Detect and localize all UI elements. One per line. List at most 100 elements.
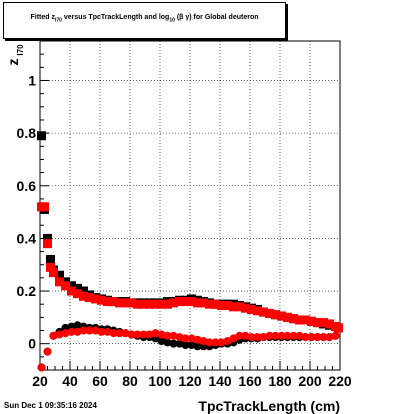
data-point-square xyxy=(265,308,274,318)
data-point-circle xyxy=(277,331,286,340)
data-point-square xyxy=(37,131,46,141)
data-point-circle xyxy=(283,331,292,340)
data-point-circle xyxy=(55,330,64,339)
data-point-square xyxy=(133,299,142,309)
title-middle: versus TpcTrackLength and log xyxy=(61,14,170,21)
data-point-square xyxy=(259,307,268,317)
data-point-circle xyxy=(331,331,340,340)
x-tick-label: 220 xyxy=(328,373,352,389)
data-point-circle xyxy=(145,330,154,339)
data-point-square xyxy=(61,281,70,291)
title-z: z xyxy=(51,14,56,21)
data-point-square xyxy=(334,323,343,333)
data-point-circle xyxy=(73,327,82,336)
data-point-circle xyxy=(97,327,106,336)
data-point-circle xyxy=(133,330,142,339)
data-point-square xyxy=(241,303,250,313)
data-point-circle xyxy=(271,331,280,340)
data-point-square xyxy=(157,299,166,309)
data-point-circle xyxy=(121,329,130,338)
data-point-square xyxy=(145,299,154,309)
x-tick-label: 80 xyxy=(122,373,138,389)
data-point-square xyxy=(199,298,208,308)
data-point-square xyxy=(205,299,214,309)
x-tick-label: 160 xyxy=(238,373,262,389)
data-point-square xyxy=(295,315,304,325)
data-point-square xyxy=(289,314,298,324)
data-point-circle xyxy=(103,327,112,336)
data-point-circle xyxy=(73,321,82,330)
data-point-circle xyxy=(295,331,304,340)
data-point-square xyxy=(235,302,244,312)
data-point-circle xyxy=(247,333,256,342)
data-point-square xyxy=(187,297,196,307)
data-point-square xyxy=(223,301,232,311)
data-point-square xyxy=(169,298,178,308)
chart-title: Fitted zI70 versus TpcTrackLength and lo… xyxy=(4,14,285,23)
data-point-square xyxy=(46,254,55,264)
data-point-square xyxy=(79,291,88,301)
y-axis-label-subscript: I70 xyxy=(16,44,25,56)
data-point-circle xyxy=(259,333,268,342)
data-point-square xyxy=(211,299,220,309)
data-point-square xyxy=(193,298,202,308)
data-point-square xyxy=(46,262,55,272)
data-point-circle xyxy=(163,338,172,347)
data-point-circle xyxy=(115,329,124,338)
data-point-circle xyxy=(229,334,238,343)
x-tick-label: 60 xyxy=(92,373,108,389)
data-point-square xyxy=(139,299,148,309)
data-point-square xyxy=(163,299,172,309)
data-point-circle xyxy=(151,329,160,338)
data-point-square xyxy=(229,302,238,312)
data-point-square xyxy=(313,318,322,328)
data-point-square xyxy=(109,297,118,307)
data-point-circle xyxy=(43,347,52,356)
x-tick-label: 180 xyxy=(268,373,292,389)
data-point-circle xyxy=(313,333,322,342)
title-suffix: (β γ) for Global deuteron xyxy=(176,14,259,21)
data-point-square xyxy=(67,281,76,291)
data-point-circle xyxy=(187,334,196,343)
data-point-square xyxy=(151,299,160,309)
data-point-circle xyxy=(67,327,76,336)
data-point-square xyxy=(40,202,49,212)
data-point-square xyxy=(85,293,94,303)
y-tick-label: 1 xyxy=(28,72,36,88)
data-point-circle xyxy=(157,337,166,346)
data-point-circle xyxy=(193,342,202,351)
data-point-circle xyxy=(181,334,190,343)
data-point-circle xyxy=(217,338,226,347)
data-point-circle xyxy=(175,339,184,348)
y-tick-label: 0.2 xyxy=(17,283,37,299)
data-point-square xyxy=(253,306,262,316)
title-prefix: Fitted xyxy=(30,14,52,21)
data-point-square xyxy=(43,233,52,243)
data-point-circle xyxy=(193,335,202,344)
data-point-circle xyxy=(319,333,328,342)
data-point-square xyxy=(103,297,112,307)
data-point-square xyxy=(67,286,76,296)
x-tick-label: 20 xyxy=(32,373,48,389)
data-point-square xyxy=(127,298,136,308)
data-point-circle xyxy=(139,330,148,339)
data-point-circle xyxy=(307,333,316,342)
x-tick-label: 140 xyxy=(208,373,232,389)
data-point-square xyxy=(277,311,286,321)
data-point-circle xyxy=(163,331,172,340)
data-point-square xyxy=(307,316,316,326)
title-z-subscript: I70 xyxy=(55,17,62,24)
data-point-circle xyxy=(169,331,178,340)
data-point-square xyxy=(319,318,328,328)
data-point-square xyxy=(271,310,280,320)
data-point-square xyxy=(325,319,334,329)
data-point-square xyxy=(217,301,226,311)
data-point-circle xyxy=(235,331,244,340)
data-point-circle xyxy=(241,331,250,340)
data-point-circle xyxy=(223,337,232,346)
data-point-square xyxy=(79,286,88,296)
y-tick-label: 0.6 xyxy=(17,178,37,194)
y-tick-label: 0.8 xyxy=(17,125,37,141)
data-point-circle xyxy=(265,331,274,340)
